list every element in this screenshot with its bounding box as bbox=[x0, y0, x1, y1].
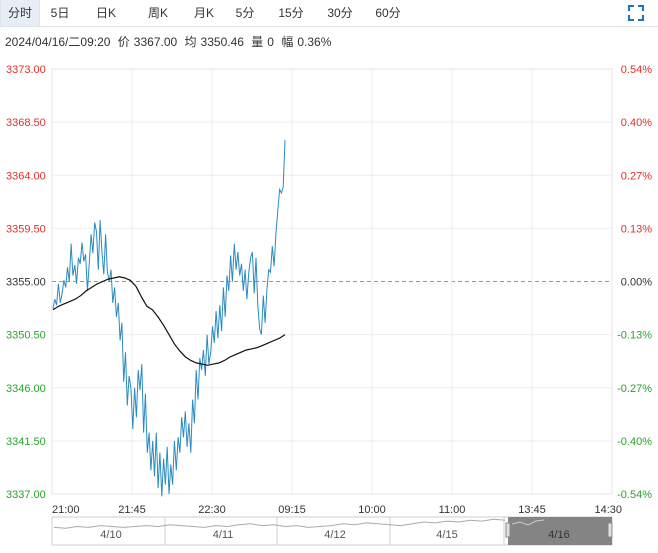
avg-price-line bbox=[52, 276, 286, 366]
tab-4[interactable]: 月K bbox=[193, 6, 214, 20]
x-tick-label: 13:45 bbox=[518, 504, 546, 516]
tab-8[interactable]: 60分 bbox=[375, 6, 401, 20]
y-right-tick-label: -0.54% bbox=[617, 489, 652, 501]
navigator-date-label: 4/10 bbox=[100, 529, 121, 541]
tab-7[interactable]: 30分 bbox=[327, 6, 353, 20]
y-right-tick-label: 0.54% bbox=[621, 64, 652, 76]
y-left-tick-label: 3368.50 bbox=[6, 117, 46, 129]
price-value: 3367.00 bbox=[133, 35, 178, 49]
tab-0[interactable]: 分时 bbox=[0, 0, 40, 26]
avg-value: 3350.46 bbox=[200, 35, 244, 49]
y-left-tick-label: 3346.00 bbox=[6, 383, 46, 395]
pct-label: 幅 bbox=[281, 35, 294, 49]
x-tick-label: 21:00 bbox=[52, 504, 80, 516]
navigator-date-label: 4/15 bbox=[436, 529, 457, 541]
navigator-trend-line bbox=[53, 518, 506, 529]
navigator-selected-trend bbox=[511, 519, 545, 526]
vol-label: 量 bbox=[251, 35, 264, 49]
avg-label: 均 bbox=[184, 35, 197, 49]
vol-value: 0 bbox=[267, 35, 274, 49]
tab-6[interactable]: 15分 bbox=[278, 6, 304, 20]
navigator-date-label: 4/11 bbox=[213, 529, 234, 541]
y-left-tick-label: 3341.50 bbox=[6, 436, 46, 448]
navigator-date-label: 4/16 bbox=[548, 529, 569, 541]
tab-5[interactable]: 5分 bbox=[235, 6, 255, 20]
expand-icon[interactable] bbox=[628, 5, 644, 21]
y-right-tick-label: -0.40% bbox=[617, 436, 652, 448]
navigator-date-label: 4/12 bbox=[324, 529, 345, 541]
y-right-tick-label: 0.00% bbox=[621, 277, 652, 289]
x-tick-label: 10:00 bbox=[358, 504, 386, 516]
y-left-tick-label: 3337.00 bbox=[6, 489, 46, 501]
x-tick-label: 21:45 bbox=[118, 504, 146, 516]
y-left-tick-label: 3350.50 bbox=[6, 330, 46, 342]
tab-1[interactable]: 5日 bbox=[50, 6, 70, 20]
tab-3[interactable]: 周K bbox=[147, 6, 168, 20]
navigator-selection bbox=[508, 517, 612, 545]
navigator-handle bbox=[607, 522, 613, 538]
period-tabs: 分时 5日 日K 周K 月K 5分 15分 30分 60分 bbox=[0, 0, 658, 27]
y-right-tick-label: -0.27% bbox=[617, 383, 652, 395]
x-tick-label: 14:30 bbox=[594, 504, 622, 516]
y-left-tick-label: 3359.50 bbox=[6, 223, 46, 235]
x-tick-label: 11:00 bbox=[439, 504, 466, 516]
y-left-tick-label: 3364.00 bbox=[6, 170, 46, 182]
pct-value: 0.36% bbox=[297, 35, 332, 49]
quote-datetime: 2024/04/16/二09:20 bbox=[5, 35, 111, 49]
y-right-tick-label: -0.13% bbox=[617, 330, 652, 342]
x-tick-label: 09:15 bbox=[278, 504, 306, 516]
y-left-tick-label: 3355.00 bbox=[6, 277, 46, 289]
y-right-tick-label: 0.40% bbox=[621, 117, 652, 129]
price-line bbox=[52, 139, 286, 497]
expand-icon-graphic bbox=[628, 5, 644, 21]
x-tick-label: 22:30 bbox=[198, 504, 226, 516]
price-label: 价 bbox=[117, 35, 130, 49]
navigator-handle bbox=[505, 522, 511, 538]
y-right-tick-label: 0.13% bbox=[621, 223, 652, 235]
tab-2[interactable]: 日K bbox=[95, 6, 116, 20]
y-left-tick-label: 3373.00 bbox=[6, 64, 46, 76]
y-right-tick-label: 0.27% bbox=[621, 170, 652, 182]
